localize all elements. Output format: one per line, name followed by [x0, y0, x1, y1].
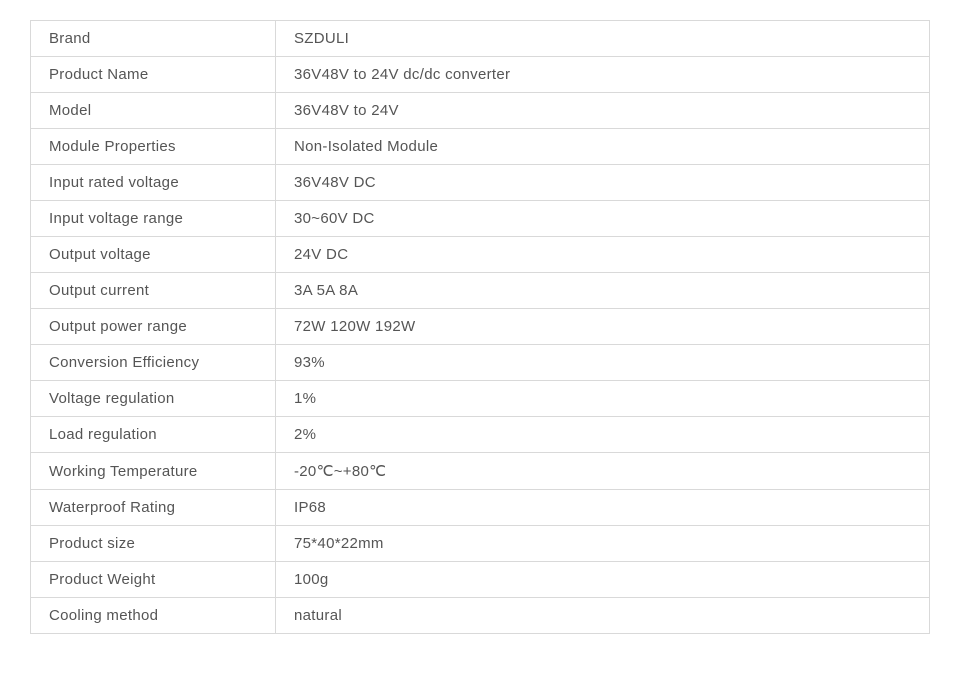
spec-label: Product Name — [31, 57, 276, 93]
table-row: Output power range72W 120W 192W — [31, 309, 930, 345]
spec-value: 24V DC — [276, 237, 930, 273]
spec-table: BrandSZDULI Product Name36V48V to 24V dc… — [30, 20, 930, 634]
spec-label: Load regulation — [31, 417, 276, 453]
spec-value: 36V48V to 24V — [276, 93, 930, 129]
spec-value: 36V48V DC — [276, 165, 930, 201]
table-row: Product Weight100g — [31, 562, 930, 598]
table-row: Working Temperature-20℃~+80℃ — [31, 453, 930, 490]
spec-label: Output current — [31, 273, 276, 309]
spec-label: Module Properties — [31, 129, 276, 165]
spec-value: SZDULI — [276, 21, 930, 57]
spec-value: 2% — [276, 417, 930, 453]
spec-label: Working Temperature — [31, 453, 276, 490]
table-row: Input voltage range30~60V DC — [31, 201, 930, 237]
spec-label: Cooling method — [31, 598, 276, 634]
spec-label: Waterproof Rating — [31, 490, 276, 526]
spec-label: Output power range — [31, 309, 276, 345]
table-row: Output current3A 5A 8A — [31, 273, 930, 309]
spec-value: 1% — [276, 381, 930, 417]
spec-label: Conversion Efficiency — [31, 345, 276, 381]
spec-value: 100g — [276, 562, 930, 598]
spec-value: IP68 — [276, 490, 930, 526]
spec-label: Product size — [31, 526, 276, 562]
spec-value: 75*40*22mm — [276, 526, 930, 562]
spec-label: Input voltage range — [31, 201, 276, 237]
table-row: BrandSZDULI — [31, 21, 930, 57]
spec-value: 36V48V to 24V dc/dc converter — [276, 57, 930, 93]
spec-value: natural — [276, 598, 930, 634]
spec-value: 93% — [276, 345, 930, 381]
spec-value: 30~60V DC — [276, 201, 930, 237]
spec-label: Input rated voltage — [31, 165, 276, 201]
table-row: Input rated voltage36V48V DC — [31, 165, 930, 201]
spec-value: 3A 5A 8A — [276, 273, 930, 309]
spec-label: Product Weight — [31, 562, 276, 598]
spec-label: Brand — [31, 21, 276, 57]
table-row: Voltage regulation1% — [31, 381, 930, 417]
table-row: Waterproof RatingIP68 — [31, 490, 930, 526]
spec-table-body: BrandSZDULI Product Name36V48V to 24V dc… — [31, 21, 930, 634]
table-row: Product Name36V48V to 24V dc/dc converte… — [31, 57, 930, 93]
table-row: Cooling methodnatural — [31, 598, 930, 634]
table-row: Module PropertiesNon-Isolated Module — [31, 129, 930, 165]
table-row: Output voltage24V DC — [31, 237, 930, 273]
spec-value: Non-Isolated Module — [276, 129, 930, 165]
table-row: Product size75*40*22mm — [31, 526, 930, 562]
table-row: Conversion Efficiency93% — [31, 345, 930, 381]
spec-value: -20℃~+80℃ — [276, 453, 930, 490]
spec-label: Voltage regulation — [31, 381, 276, 417]
spec-value: 72W 120W 192W — [276, 309, 930, 345]
spec-label: Output voltage — [31, 237, 276, 273]
table-row: Model36V48V to 24V — [31, 93, 930, 129]
spec-label: Model — [31, 93, 276, 129]
table-row: Load regulation2% — [31, 417, 930, 453]
